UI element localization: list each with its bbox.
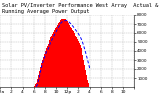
- Bar: [40, 65, 41, 87]
- Bar: [47, 46, 48, 87]
- Bar: [54, 30, 55, 87]
- Bar: [61, 19, 62, 87]
- Bar: [83, 60, 84, 87]
- Bar: [56, 27, 57, 87]
- Bar: [52, 34, 53, 87]
- Bar: [43, 57, 44, 87]
- Bar: [88, 85, 89, 87]
- Bar: [74, 33, 75, 87]
- Bar: [89, 86, 90, 87]
- Bar: [63, 19, 64, 87]
- Bar: [48, 44, 49, 87]
- Bar: [36, 82, 37, 87]
- Bar: [42, 60, 43, 87]
- Bar: [77, 39, 78, 87]
- Bar: [76, 38, 77, 87]
- Bar: [84, 64, 85, 87]
- Bar: [87, 80, 88, 87]
- Bar: [53, 32, 54, 87]
- Bar: [82, 55, 83, 87]
- Bar: [64, 20, 65, 87]
- Bar: [58, 23, 59, 87]
- Bar: [66, 20, 67, 87]
- Bar: [78, 41, 79, 87]
- Bar: [67, 21, 68, 87]
- Bar: [49, 40, 50, 87]
- Bar: [59, 22, 60, 87]
- Text: Solar PV/Inverter Performance West Array  Actual & Running Average Power Output: Solar PV/Inverter Performance West Array…: [2, 3, 158, 14]
- Bar: [46, 48, 47, 87]
- Bar: [80, 45, 81, 87]
- Bar: [65, 19, 66, 87]
- Bar: [72, 30, 73, 87]
- Bar: [37, 79, 38, 87]
- Bar: [86, 75, 87, 87]
- Bar: [81, 48, 82, 87]
- Bar: [79, 43, 80, 87]
- Bar: [75, 35, 76, 87]
- Bar: [55, 28, 56, 87]
- Bar: [45, 51, 46, 87]
- Bar: [35, 84, 36, 87]
- Bar: [85, 70, 86, 87]
- Bar: [39, 71, 40, 87]
- Bar: [60, 20, 61, 87]
- Bar: [69, 25, 70, 87]
- Bar: [34, 86, 35, 87]
- Bar: [41, 63, 42, 87]
- Bar: [71, 28, 72, 87]
- Bar: [51, 36, 52, 87]
- Bar: [70, 27, 71, 87]
- Bar: [73, 31, 74, 87]
- Bar: [68, 23, 69, 87]
- Bar: [44, 54, 45, 87]
- Bar: [62, 19, 63, 87]
- Bar: [38, 75, 39, 87]
- Bar: [50, 38, 51, 87]
- Bar: [57, 25, 58, 87]
